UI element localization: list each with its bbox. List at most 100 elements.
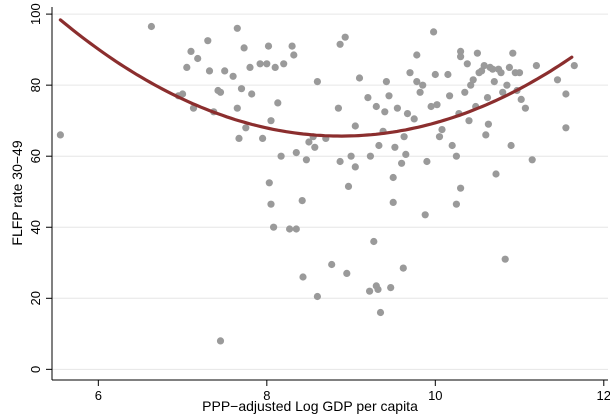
data-point bbox=[313, 78, 321, 86]
data-point bbox=[179, 90, 187, 98]
data-point bbox=[505, 63, 513, 71]
data-point bbox=[270, 223, 278, 231]
data-point bbox=[347, 152, 355, 160]
data-point bbox=[399, 264, 407, 272]
data-point bbox=[403, 110, 412, 118]
data-point bbox=[457, 184, 465, 192]
data-point bbox=[187, 47, 195, 56]
data-point bbox=[431, 70, 439, 79]
data-point bbox=[235, 134, 243, 142]
data-point bbox=[562, 124, 570, 132]
data-point bbox=[389, 198, 397, 206]
x-axis-ticks: 6 8 10 12 bbox=[95, 380, 610, 403]
data-point bbox=[465, 117, 473, 125]
data-point bbox=[366, 152, 374, 160]
data-point bbox=[264, 42, 273, 50]
data-point bbox=[463, 60, 471, 68]
data-point bbox=[402, 150, 410, 158]
quadratic-fit-line bbox=[58, 18, 574, 138]
data-point bbox=[570, 62, 578, 70]
y-tick-label: 80 bbox=[28, 78, 43, 92]
data-point bbox=[435, 133, 444, 141]
y-tick-label: 20 bbox=[28, 291, 43, 305]
x-tick-label: 6 bbox=[95, 388, 102, 403]
data-point bbox=[216, 337, 225, 345]
data-point bbox=[246, 63, 254, 71]
data-point bbox=[240, 44, 248, 52]
data-point bbox=[423, 157, 431, 166]
data-point bbox=[419, 81, 427, 89]
data-point bbox=[387, 284, 395, 292]
data-point bbox=[400, 133, 408, 141]
data-point bbox=[492, 170, 500, 178]
data-point bbox=[469, 76, 477, 84]
data-point bbox=[221, 67, 229, 75]
data-point bbox=[351, 122, 359, 130]
data-point bbox=[497, 69, 505, 77]
data-point bbox=[305, 138, 313, 146]
data-point bbox=[216, 88, 225, 96]
data-point bbox=[336, 157, 344, 166]
x-axis-title: PPP−adjusted Log GDP per capita bbox=[202, 398, 418, 414]
data-point bbox=[503, 81, 511, 89]
data-point bbox=[482, 131, 490, 139]
data-point bbox=[446, 92, 454, 100]
data-point bbox=[194, 54, 202, 63]
data-point bbox=[381, 108, 389, 116]
data-point bbox=[515, 69, 524, 77]
y-axis-title: FLFP rate 30−49 bbox=[9, 140, 25, 245]
data-point bbox=[483, 94, 492, 102]
data-point bbox=[499, 88, 507, 96]
data-point bbox=[277, 152, 285, 160]
data-point bbox=[343, 269, 351, 277]
data-point bbox=[328, 260, 336, 269]
data-point bbox=[448, 141, 456, 150]
data-point bbox=[421, 211, 429, 219]
data-point bbox=[528, 156, 536, 164]
data-point bbox=[334, 104, 342, 112]
data-point bbox=[286, 225, 294, 233]
data-point bbox=[398, 159, 406, 167]
data-point bbox=[375, 141, 383, 150]
data-point bbox=[313, 292, 321, 301]
data-point bbox=[341, 33, 349, 41]
data-point bbox=[267, 200, 275, 208]
y-axis-ticks: 0 20 40 60 80 100 bbox=[28, 3, 52, 373]
data-point bbox=[366, 287, 374, 295]
data-point bbox=[457, 47, 465, 56]
data-point bbox=[233, 104, 241, 112]
data-point bbox=[376, 308, 385, 317]
data-point bbox=[344, 182, 353, 190]
data-point bbox=[292, 225, 300, 233]
data-point bbox=[311, 143, 319, 151]
data-point bbox=[374, 285, 382, 293]
data-point bbox=[461, 88, 469, 96]
data-point bbox=[204, 37, 212, 45]
data-point bbox=[406, 69, 414, 77]
data-point bbox=[489, 65, 497, 73]
data-point bbox=[473, 49, 481, 57]
data-point bbox=[351, 163, 359, 171]
data-point bbox=[292, 149, 300, 157]
y-tick-label: 100 bbox=[28, 3, 43, 25]
data-point bbox=[413, 78, 421, 86]
data-point bbox=[484, 120, 492, 128]
data-point bbox=[438, 126, 446, 134]
data-point bbox=[521, 104, 530, 112]
data-point bbox=[372, 102, 380, 111]
data-point bbox=[242, 124, 250, 132]
data-point bbox=[290, 51, 298, 59]
x-tick-label: 8 bbox=[263, 388, 270, 403]
data-point bbox=[562, 90, 570, 98]
data-point bbox=[457, 53, 465, 61]
data-point bbox=[389, 173, 397, 182]
data-point bbox=[259, 134, 267, 142]
data-point bbox=[391, 143, 399, 151]
data-point bbox=[452, 152, 460, 160]
data-point bbox=[355, 74, 364, 82]
x-tick-label: 10 bbox=[428, 388, 442, 403]
data-point bbox=[385, 92, 393, 100]
data-point bbox=[271, 63, 279, 71]
